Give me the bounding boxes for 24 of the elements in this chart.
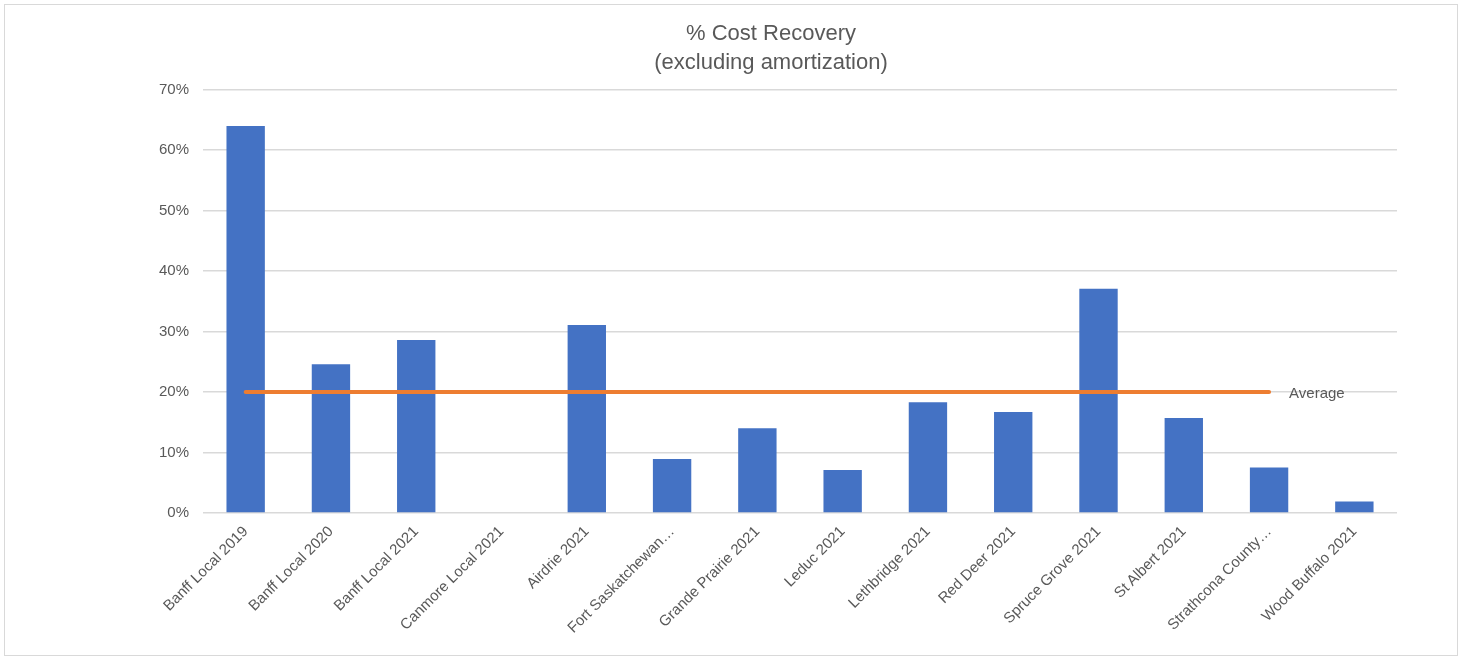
chart-subtitle: (excluding amortization) <box>654 48 888 74</box>
bar <box>1164 417 1203 513</box>
y-tick-label: 60% <box>158 140 190 158</box>
bar <box>567 324 606 513</box>
series-label: Average <box>1289 384 1345 402</box>
bar <box>1335 501 1374 513</box>
y-tick-label: 10% <box>158 442 190 460</box>
bar <box>994 411 1033 513</box>
bar <box>652 459 692 513</box>
bar <box>1249 467 1289 513</box>
y-tick-label: 20% <box>158 382 190 400</box>
y-tick-label: 50% <box>158 200 190 218</box>
bar <box>908 402 948 513</box>
y-tick-label: 0% <box>167 503 190 521</box>
chart-title: % Cost Recovery <box>686 20 856 46</box>
bar <box>738 428 777 513</box>
bar <box>397 340 436 513</box>
bar <box>823 469 862 513</box>
bar <box>1079 288 1118 513</box>
bar <box>311 364 351 513</box>
y-tick-label: 30% <box>158 321 190 339</box>
bar <box>226 126 265 513</box>
y-tick-label: 70% <box>158 79 190 97</box>
y-tick-label: 40% <box>158 261 190 279</box>
